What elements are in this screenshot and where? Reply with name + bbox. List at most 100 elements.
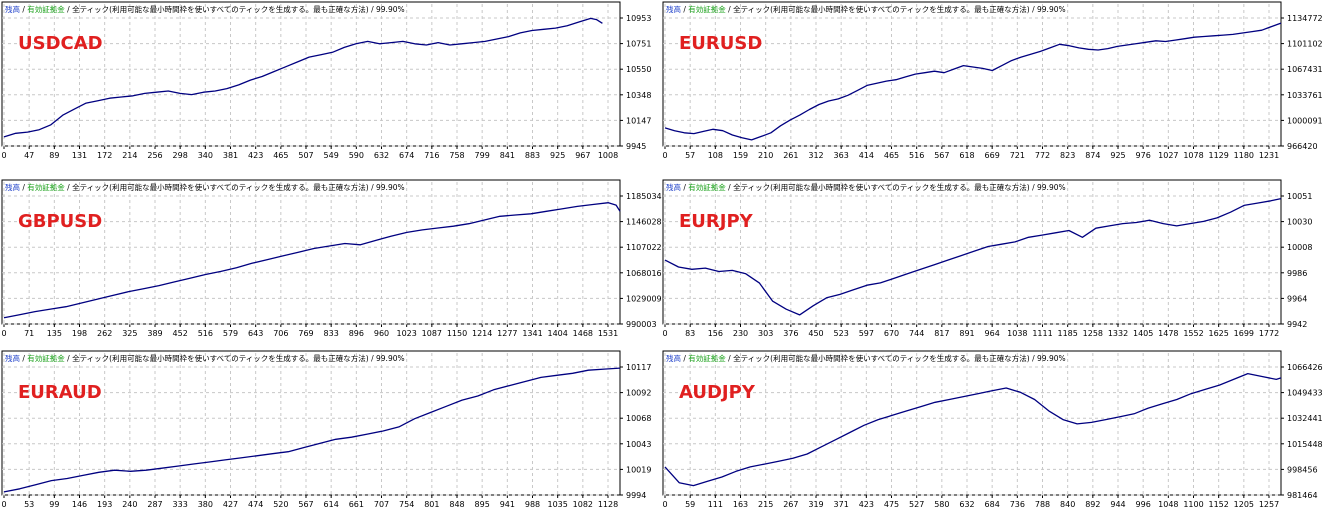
x-tick-label: 71 (24, 329, 34, 338)
x-tick-label: 475 (884, 500, 899, 509)
x-tick-label: 0 (662, 500, 667, 509)
x-tick-label: 960 (374, 329, 389, 338)
legend-entry: / (369, 354, 376, 363)
x-tick-label: 0 (662, 329, 667, 338)
y-tick-label: 1033761 (1287, 91, 1323, 100)
x-tick-label: 706 (273, 329, 288, 338)
x-tick-label: 423 (859, 500, 874, 509)
x-tick-label: 883 (525, 151, 540, 160)
legend-entry: 有効証拠金 (27, 353, 65, 363)
x-tick-label: 1405 (1133, 329, 1153, 338)
x-tick-label: 0 (1, 151, 6, 160)
y-tick-label: 1068016 (626, 269, 662, 278)
y-tick-label: 10051 (1287, 192, 1312, 201)
x-tick-label: 1332 (1108, 329, 1128, 338)
x-tick-label: 1185 (1057, 329, 1077, 338)
x-tick-label: 1082 (573, 500, 593, 509)
x-tick-label: 1048 (1158, 500, 1178, 509)
balance-line (3, 202, 621, 319)
x-tick-label: 1150 (447, 329, 467, 338)
x-tick-label: 303 (758, 329, 773, 338)
x-tick-label: 1008 (598, 151, 618, 160)
x-tick-label: 799 (475, 151, 490, 160)
symbol-label: USDCAD (18, 33, 103, 54)
x-tick-label: 108 (708, 151, 723, 160)
x-tick-label: 848 (449, 500, 464, 509)
y-tick-label: 1000091 (1287, 116, 1323, 125)
y-tick-label: 1066426 (1287, 363, 1323, 372)
legend-entry: 有効証拠金 (688, 353, 726, 363)
x-tick-label: 146 (72, 500, 87, 509)
x-tick-label: 1772 (1259, 329, 1279, 338)
x-tick-label: 674 (399, 151, 414, 160)
x-tick-label: 896 (349, 329, 364, 338)
y-tick-label: 10008 (1287, 243, 1312, 252)
y-tick-label: 10751 (626, 40, 651, 49)
x-tick-label: 1111 (1032, 329, 1052, 338)
symbol-label: GBPUSD (18, 211, 102, 232)
x-tick-label: 380 (198, 500, 213, 509)
x-tick-label: 111 (708, 500, 723, 509)
legend-entry: 全ティック(利用可能な最小時間枠を使いすべてのティックを生成する。最も正確な方法… (72, 353, 369, 363)
x-tick-label: 892 (1085, 500, 1100, 509)
legend-entry: 全ティック(利用可能な最小時間枠を使いすべてのティックを生成する。最も正確な方法… (72, 182, 369, 192)
y-tick-label: 966420 (1287, 142, 1318, 151)
x-tick-label: 833 (324, 329, 339, 338)
legend: 残高 / 有効証拠金 / 全ティック(利用可能な最小時間枠を使いすべてのティック… (666, 182, 1066, 192)
plot-frame (1, 1, 621, 147)
x-tick-label: 450 (808, 329, 823, 338)
y-tick-label: 9964 (1287, 294, 1307, 303)
x-tick-label: 131 (72, 151, 87, 160)
x-tick-label: 669 (985, 151, 1000, 160)
y-tick-label: 1101102 (1287, 40, 1323, 49)
symbol-label: EURAUD (18, 382, 102, 403)
y-tick-label: 10030 (1287, 218, 1312, 227)
legend: 残高 / 有効証拠金 / 全ティック(利用可能な最小時間枠を使いすべてのティック… (666, 353, 1066, 363)
y-tick-label: 9942 (1287, 320, 1307, 329)
y-tick-label: 10092 (626, 389, 651, 398)
legend-entry: / (20, 183, 27, 192)
y-tick-label: 10147 (626, 116, 651, 125)
x-tick-label: 520 (273, 500, 288, 509)
legend-entry: 全ティック(利用可能な最小時間枠を使いすべてのティックを生成する。最も正確な方法… (733, 353, 1030, 363)
legend-entry: 有効証拠金 (688, 4, 726, 14)
legend-entry: / (65, 183, 72, 192)
x-tick-label: 1129 (1208, 151, 1228, 160)
x-tick-label: 597 (859, 329, 874, 338)
legend-entry: / (1030, 354, 1037, 363)
legend-entry: / (726, 354, 733, 363)
legend-entry: 99.90% (1037, 354, 1066, 363)
x-tick-label: 371 (834, 500, 849, 509)
legend-entry: / (20, 5, 27, 14)
x-tick-label: 670 (884, 329, 899, 338)
x-tick-label: 941 (500, 500, 515, 509)
x-tick-label: 996 (1136, 500, 1151, 509)
chart-panel-eurjpy: 0 83 156 230 303 376 450 523 597 670 744 817 891 964 1… (662, 179, 1312, 338)
x-tick-label: 0 (1, 500, 6, 509)
x-tick-label: 230 (733, 329, 748, 338)
y-tick-label: 1029009 (626, 294, 662, 303)
x-tick-label: 817 (934, 329, 949, 338)
chart-panel-audjpy: 0 59 111 163 215 267 319 371 423 475 527 580 632 684 7… (662, 350, 1323, 509)
x-tick-label: 1625 (1208, 329, 1228, 338)
y-tick-label: 1049433 (1287, 389, 1323, 398)
x-tick-label: 376 (783, 329, 798, 338)
x-tick-label: 1214 (472, 329, 492, 338)
x-tick-label: 319 (808, 500, 823, 509)
x-tick-label: 59 (685, 500, 695, 509)
balance-line (3, 367, 621, 493)
x-tick-label: 99 (49, 500, 59, 509)
x-tick-label: 632 (374, 151, 389, 160)
x-tick-label: 287 (147, 500, 162, 509)
y-tick-label: 9986 (1287, 269, 1307, 278)
legend-entry: 残高 (5, 182, 20, 192)
legend: 残高 / 有効証拠金 / 全ティック(利用可能な最小時間枠を使いすべてのティック… (5, 4, 405, 14)
x-tick-label: 976 (1136, 151, 1151, 160)
x-tick-label: 772 (1035, 151, 1050, 160)
legend-entry: / (726, 5, 733, 14)
legend-entry: 有効証拠金 (688, 182, 726, 192)
x-tick-label: 1152 (1208, 500, 1228, 509)
chart-panel-eurusd: 0 57 108 159 210 261 312 363 414 465 516 567 618 669 7… (662, 1, 1323, 160)
x-tick-label: 363 (834, 151, 849, 160)
y-tick-label: 1185034 (626, 192, 662, 201)
